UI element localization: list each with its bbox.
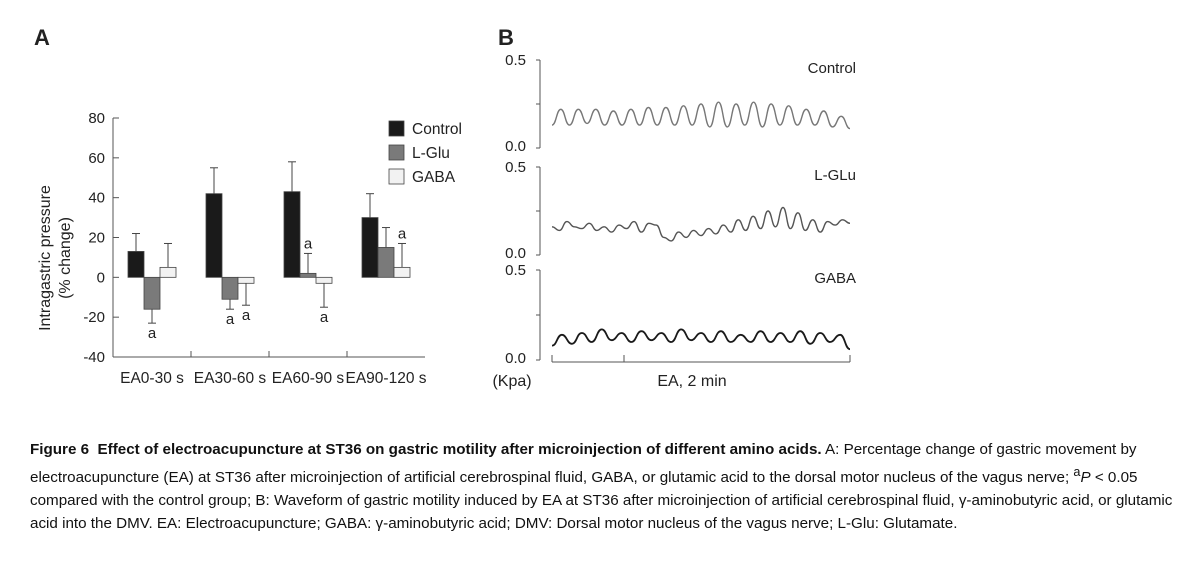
panel-a-label: A: [34, 25, 50, 50]
panel-b-ytick-label: 0.5: [505, 159, 526, 176]
caption-part-b: B: Waveform of gastric motility induced …: [30, 492, 1173, 533]
bar: [393, 266, 411, 278]
bar: [237, 276, 255, 284]
panel-a-xtick-label: EA0-30 s: [120, 370, 184, 387]
panel-a-ytick-label: 40: [88, 190, 105, 207]
legend-swatch: [388, 120, 405, 137]
bar: [377, 247, 395, 278]
panel-b-trace-label: GABA: [814, 270, 856, 287]
significance-mark: a: [320, 309, 329, 326]
caption-part-a: A: Percentage change of gastric movement…: [30, 441, 1137, 487]
waveform-trace: [551, 101, 851, 130]
legend-swatch: [388, 144, 405, 161]
panel-b-waveforms: B (Kpa) EA, 2 min 0.50.0Control0.50.0L-G…: [492, 25, 856, 390]
legend-label: Control: [412, 121, 462, 138]
significance-mark: a: [398, 225, 407, 242]
panel-a-ylabel: Intragastric pressure: [37, 185, 54, 331]
bar: [283, 191, 301, 278]
panel-a-xtick-label: EA60-90 s: [272, 370, 345, 387]
bar: [143, 276, 161, 310]
caption-fig-label: Figure 6: [30, 441, 90, 458]
waveform-trace: [551, 206, 851, 242]
panel-a-ytick-label: -20: [83, 309, 105, 326]
bar: [315, 276, 333, 284]
panel-a-ytick-label: 0: [97, 269, 105, 286]
panel-a-ytick-label: 60: [88, 150, 105, 167]
significance-mark: a: [304, 235, 313, 252]
panel-b-ytick-label: 0.5: [505, 52, 526, 69]
legend-swatch: [388, 168, 405, 185]
bar: [361, 217, 379, 278]
bar: [299, 272, 317, 278]
significance-mark: a: [242, 307, 251, 324]
panel-a-axes: 80 60 40 20 0 -20 -40 EA0-30 s EA30-60 s EA60-90 …: [83, 110, 426, 387]
bar: [127, 251, 145, 278]
caption-sig-mark: a: [1073, 465, 1081, 479]
legend-label: GABA: [412, 169, 456, 186]
panel-b-trace-label: L-GLu: [814, 167, 856, 184]
waveform-trace: [551, 328, 851, 351]
figure-caption: Figure 6 Effect of electroacupuncture at…: [30, 438, 1180, 535]
caption-sig-p: P: [1080, 469, 1091, 487]
panel-a-ytick-label: 80: [88, 110, 105, 127]
panel-a-ytick-label: 20: [88, 230, 105, 247]
significance-mark: a: [226, 311, 235, 328]
panel-b-ytick-label: 0.5: [505, 262, 526, 279]
panel-b-xlabel: EA, 2 min: [657, 373, 726, 390]
panel-b-trace-label: Control: [808, 60, 856, 77]
figure-6: A Intragastric pressure (% change) 80 60 4…: [34, 25, 856, 390]
bar: [159, 266, 177, 278]
panel-b-ytick-label: 0.0: [505, 138, 526, 155]
panel-a-legend: Control L-Glu GABA: [388, 120, 462, 186]
panel-a-xtick-label: EA90-120 s: [346, 370, 427, 387]
panel-a-bar-chart: A Intragastric pressure (% change) 80 60 4…: [34, 25, 462, 387]
panel-a-xtick-label: EA30-60 s: [194, 370, 267, 387]
panel-b-label: B: [498, 25, 514, 50]
panel-b-ytick-label: 0.0: [505, 245, 526, 262]
caption-fig-title: Effect of electroacupuncture at ST36 on …: [97, 441, 822, 458]
panel-b-ylabel: (Kpa): [492, 373, 531, 390]
legend-label: L-Glu: [412, 145, 450, 162]
bar: [221, 276, 239, 300]
significance-mark: a: [148, 325, 157, 342]
panel-b-ytick-label: 0.0: [505, 350, 526, 367]
bar: [205, 193, 223, 278]
panel-a-ytick-label: -40: [83, 349, 105, 366]
caption-sig-text: < 0.05 compared with the control group;: [30, 469, 1138, 510]
panel-a-ylabel-unit: (% change): [57, 217, 74, 299]
